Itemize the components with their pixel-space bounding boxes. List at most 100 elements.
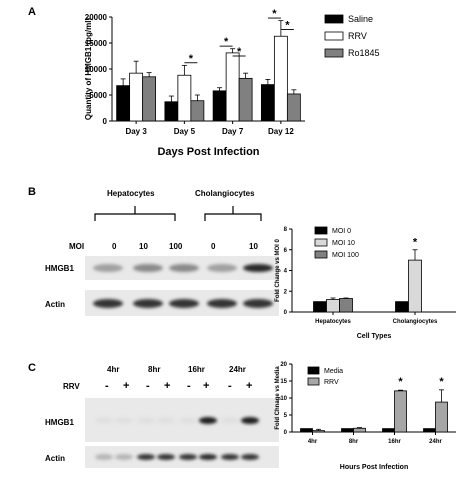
chart-a-bar <box>129 72 144 122</box>
blot-c-hmgb1-band <box>157 416 175 424</box>
chart-a-legend-swatch <box>324 14 344 24</box>
chart-c-bar <box>312 430 325 433</box>
blot-c-hmgb1-band <box>95 416 113 424</box>
chart-b-category-label: Hepatocytes <box>315 319 351 325</box>
chart-a-bar <box>116 85 131 122</box>
blot-b-moi-label: MOI <box>69 242 85 251</box>
chart-a-bar <box>190 100 205 122</box>
chart-b-ytick-label: 0 <box>284 310 288 316</box>
chart-b-bar <box>339 298 353 313</box>
blot-c-time-2: 16hr <box>188 365 205 374</box>
blot-b-row-actin: Actin <box>45 300 65 309</box>
chart-c-ytick-label: 20 <box>280 362 287 368</box>
blot-c-sign-6: - <box>228 380 232 392</box>
blot-c-actin-band <box>95 454 113 460</box>
blot-c-sign-0: - <box>105 380 109 392</box>
blot-b-actin-band <box>93 298 123 308</box>
chart-a-sig-star: * <box>224 36 229 48</box>
chart-a-category-label: Day 12 <box>268 127 294 136</box>
chart-c: 0 5 10 15 20 4hr 8hr 16hr 24hr Fold Chnage vs Med… <box>275 362 456 471</box>
blot-b-moi-1: 10 <box>139 242 148 251</box>
chart-b-category-label: Cholangiocytes <box>393 319 438 325</box>
blot-b-actin-band <box>169 298 199 308</box>
blot-c-time-3: 24hr <box>229 365 246 374</box>
blot-c-actin-strip <box>85 446 279 468</box>
chart-a-bar <box>142 76 157 122</box>
blot-b-brackets <box>94 206 262 221</box>
blot-c-sign-2: - <box>146 380 150 392</box>
chart-c-ylabel: Fold Chnage vs Media <box>275 366 281 430</box>
blot-c-hmgb1-band <box>179 416 197 424</box>
blot-c-row-hmgb1: HMGB1 <box>45 418 74 427</box>
chart-a-category-label: Day 3 <box>125 127 147 136</box>
blot-b-row-hmgb1: HMGB1 <box>45 264 74 273</box>
blot-b-group2-label: Cholangiocytes <box>195 189 255 198</box>
chart-a-category-label: Day 5 <box>174 127 196 136</box>
panel-letter-c: C <box>28 362 36 374</box>
blot-c-actin-band <box>157 454 175 460</box>
chart-a-ytick-label: 15000 <box>85 39 108 48</box>
chart-a-bar <box>225 52 240 122</box>
blot-b-hmgb1-band <box>133 264 163 272</box>
chart-c-category-label: 4hr <box>308 439 318 445</box>
blot-c-actin-band <box>137 454 155 460</box>
blot-c-time-0: 4hr <box>107 365 120 374</box>
chart-a-bar <box>177 74 192 122</box>
chart-b-ytick-label: 6 <box>284 248 288 254</box>
blot-c-sign-3: + <box>164 380 171 392</box>
blot-c-actin-band <box>179 454 197 460</box>
chart-b-xlabel: Cell Types <box>357 333 392 340</box>
chart-b-legend-label: MOI 0 <box>332 228 351 235</box>
chart-a-legend-label: Saline <box>348 14 373 24</box>
chart-a-sig-star: * <box>237 46 242 58</box>
chart-a-sig-star: * <box>285 19 290 31</box>
chart-c-bar <box>353 427 366 433</box>
blot-c-row-actin: Actin <box>45 454 65 463</box>
blot-c-hmgb1-band <box>115 416 133 424</box>
chart-b-legend-swatch <box>314 250 328 259</box>
chart-c-category-label: 16hr <box>388 439 401 445</box>
panel-letter-b: B <box>28 186 36 198</box>
chart-b-bar <box>408 259 422 313</box>
blot-c-sign-7: + <box>246 380 253 392</box>
chart-c-bar <box>394 390 407 433</box>
blot-b-moi-4: 10 <box>249 242 258 251</box>
blot-b-actin-band <box>243 298 273 308</box>
chart-a-category-label: Day 7 <box>222 127 244 136</box>
chart-c-sig-star: * <box>398 376 403 388</box>
chart-b-ytick-label: 4 <box>284 269 288 275</box>
blot-c-sign-4: - <box>187 380 191 392</box>
blot-b-actin-band <box>133 298 163 308</box>
chart-c-ytick-label: 15 <box>280 379 287 385</box>
chart-c-category-label: 24hr <box>429 439 442 445</box>
chart-b-ytick-label: 2 <box>284 289 288 295</box>
chart-b-ytick-label: 8 <box>284 227 288 233</box>
chart-b-sig-star: * <box>413 237 418 249</box>
blot-b-moi-2: 100 <box>169 242 183 251</box>
panel-letter-a: A <box>28 6 36 18</box>
blot-b-hmgb1-strip <box>85 256 279 280</box>
chart-c-category-label: 8hr <box>349 439 359 445</box>
chart-c-bar <box>423 428 436 433</box>
chart-b-legend-swatch <box>314 238 328 247</box>
blot-c-sign-1: + <box>123 380 130 392</box>
blot-b: Hepatocytes Cholangiocytes MOI 0 10 100 … <box>45 186 285 336</box>
chart-c-ytick-label: 5 <box>284 413 288 419</box>
chart-a-ytick-label: 5000 <box>89 91 107 100</box>
blot-c-hmgb1-band <box>199 416 217 424</box>
blot-c-hmgb1-band <box>221 416 239 424</box>
chart-b-bar <box>326 299 340 313</box>
chart-a-ytick-label: 10000 <box>85 65 108 74</box>
chart-a-ytick-label: 0 <box>103 117 108 126</box>
blot-b-hmgb1-band <box>93 264 123 272</box>
blot-c-hmgb1-band <box>137 416 155 424</box>
chart-a-bar <box>212 90 227 122</box>
chart-a-legend-swatch <box>324 48 344 58</box>
chart-a-legend-swatch <box>324 31 344 41</box>
blot-b-actin-band <box>207 298 237 308</box>
chart-c-ytick-label: 10 <box>280 396 287 402</box>
chart-c-legend-swatch <box>307 377 320 386</box>
chart-c-bar <box>341 428 354 433</box>
blot-c-hmgb1-band <box>241 416 259 424</box>
chart-a-ylabel: Quantity of HMGB1 (pg/ml) <box>84 18 93 121</box>
